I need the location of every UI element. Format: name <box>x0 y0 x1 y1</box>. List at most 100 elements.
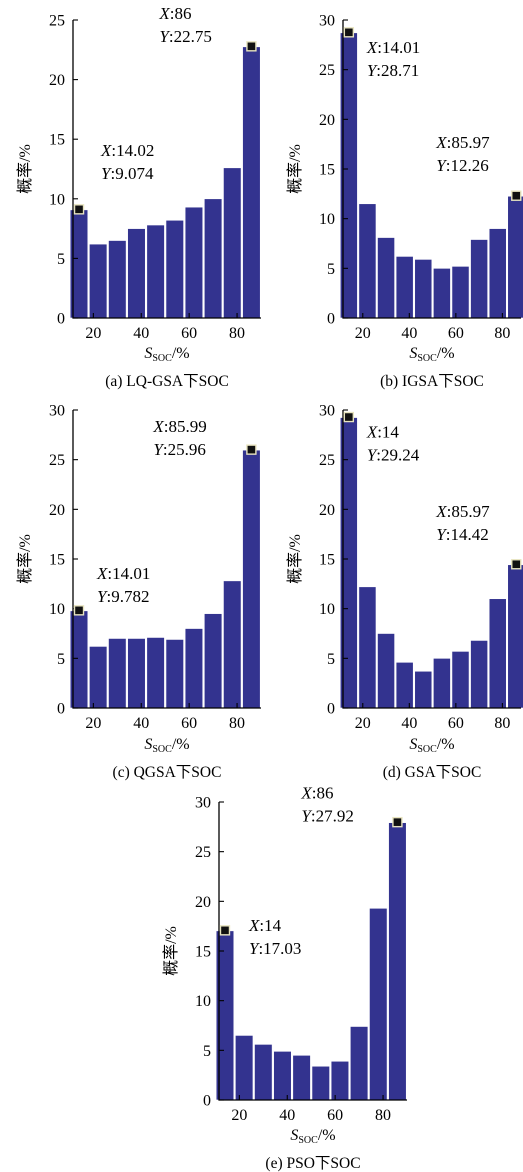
x-tick-label: 20 <box>355 325 371 342</box>
y-tick-label: 0 <box>57 311 65 328</box>
x-axis-title: SSOC/% <box>144 736 189 755</box>
panel-caption: (a) LQ-GSA下SOC <box>105 373 229 390</box>
bar <box>273 1051 292 1101</box>
datatip-y-label: Y:14.42 <box>436 525 488 544</box>
datatip-x-label: X:14.02 <box>100 141 154 160</box>
datatip-y-label: Y:9.074 <box>101 164 154 183</box>
chart-panel-a: 0 5 10 15 20 25 20 40 60 80 SSOC/% 概率/% (a) LQ-GSA下S… <box>16 4 261 390</box>
bar <box>127 228 146 319</box>
y-tick-label: 15 <box>319 552 335 569</box>
bar <box>377 237 395 319</box>
datatip-x-label: X:85.99 <box>152 417 206 436</box>
x-axis-title: SSOC/% <box>409 736 454 755</box>
bar <box>89 243 108 319</box>
y-tick-label: 10 <box>319 601 335 618</box>
datatip-marker <box>511 559 522 570</box>
bar <box>165 639 184 709</box>
bar <box>165 219 184 319</box>
datatip-x-label: X:86 <box>300 784 333 803</box>
datatip-marker <box>392 816 403 828</box>
datatip-y-label: Y:9.782 <box>97 587 149 606</box>
x-tick-label: 60 <box>327 1107 343 1124</box>
y-tick-label: 30 <box>49 403 65 420</box>
y-axis-title: 概率/% <box>286 144 304 194</box>
y-tick-label: 10 <box>49 601 65 618</box>
panel-caption: (b) IGSA下SOC <box>380 373 484 390</box>
bar <box>395 256 414 319</box>
datatip-marker <box>343 411 355 423</box>
bar <box>108 638 127 709</box>
datatip-y-label: Y:22.75 <box>159 27 211 46</box>
datatip-x-label: X:85.97 <box>435 502 490 521</box>
bar <box>254 1044 273 1101</box>
bar <box>414 670 433 709</box>
bar <box>235 1035 254 1101</box>
bar <box>433 658 451 709</box>
bar <box>470 640 488 709</box>
x-tick-label: 80 <box>494 715 510 732</box>
y-tick-label: 0 <box>203 1093 211 1110</box>
y-tick-label: 0 <box>57 701 65 718</box>
y-axis-title: 概率/% <box>162 926 180 976</box>
bar <box>203 198 223 319</box>
x-tick-label: 20 <box>231 1107 247 1124</box>
x-tick-label: 80 <box>494 325 510 342</box>
bar <box>203 613 223 709</box>
bar <box>108 240 127 319</box>
x-tick-label: 40 <box>133 325 149 342</box>
x-tick-label: 20 <box>355 715 371 732</box>
bar <box>358 203 377 319</box>
datatip-x-label: X:85.97 <box>435 133 490 152</box>
datatip-marker <box>246 41 257 52</box>
datatip-x-label: X:14 <box>366 423 400 442</box>
datatip-y-label: Y:25.96 <box>153 440 205 459</box>
bar <box>388 822 407 1101</box>
x-tick-label: 60 <box>181 325 197 342</box>
datatip-marker <box>511 190 522 201</box>
bar <box>488 598 507 709</box>
x-axis-title: SSOC/% <box>290 1127 335 1146</box>
x-tick-label: 60 <box>448 715 464 732</box>
y-tick-label: 25 <box>195 844 211 861</box>
y-tick-label: 5 <box>327 261 335 278</box>
x-tick-label: 80 <box>375 1107 391 1124</box>
x-axis-title: SSOC/% <box>144 345 189 364</box>
x-axis-title: SSOC/% <box>409 345 454 364</box>
bar <box>146 637 165 709</box>
y-tick-label: 25 <box>49 13 65 30</box>
chart-panel-b: 0 5 10 15 20 25 30 20 40 60 80 SSOC/% 概率/% (b) IGSA下S… <box>286 13 523 390</box>
datatip-x-label: X:14.01 <box>96 564 150 583</box>
y-tick-label: 0 <box>327 701 335 718</box>
y-tick-label: 15 <box>49 552 65 569</box>
panel-caption: (e) PSO下SOC <box>265 1155 360 1172</box>
datatip-y-label: Y:29.24 <box>367 446 420 465</box>
chart-panel-e: 0 5 10 15 20 25 30 20 40 60 80 SSOC/% 概率/% (e) PSO下SO… <box>162 784 407 1172</box>
bar <box>507 564 523 709</box>
y-tick-label: 10 <box>49 191 65 208</box>
bar <box>377 633 395 709</box>
bar <box>507 195 523 319</box>
y-tick-label: 20 <box>49 502 65 519</box>
datatip-marker <box>246 444 257 455</box>
y-tick-label: 30 <box>319 13 335 30</box>
y-tick-label: 10 <box>319 211 335 228</box>
bar <box>146 224 165 319</box>
bar <box>184 628 204 709</box>
y-tick-label: 5 <box>57 651 65 668</box>
bar <box>292 1055 311 1101</box>
y-axis-title: 概率/% <box>16 144 34 194</box>
panel-caption: (d) GSA下SOC <box>383 764 482 781</box>
x-tick-label: 40 <box>401 715 417 732</box>
bar <box>184 206 204 319</box>
y-tick-label: 25 <box>319 62 335 79</box>
datatip-marker <box>343 27 355 38</box>
bar <box>488 228 507 319</box>
bar <box>242 449 261 709</box>
x-tick-label: 40 <box>133 715 149 732</box>
datatip-y-label: Y:28.71 <box>367 61 419 80</box>
x-tick-label: 60 <box>181 715 197 732</box>
y-tick-label: 30 <box>319 403 335 420</box>
bar <box>242 46 261 319</box>
x-tick-label: 20 <box>85 325 101 342</box>
y-tick-label: 20 <box>49 72 65 89</box>
